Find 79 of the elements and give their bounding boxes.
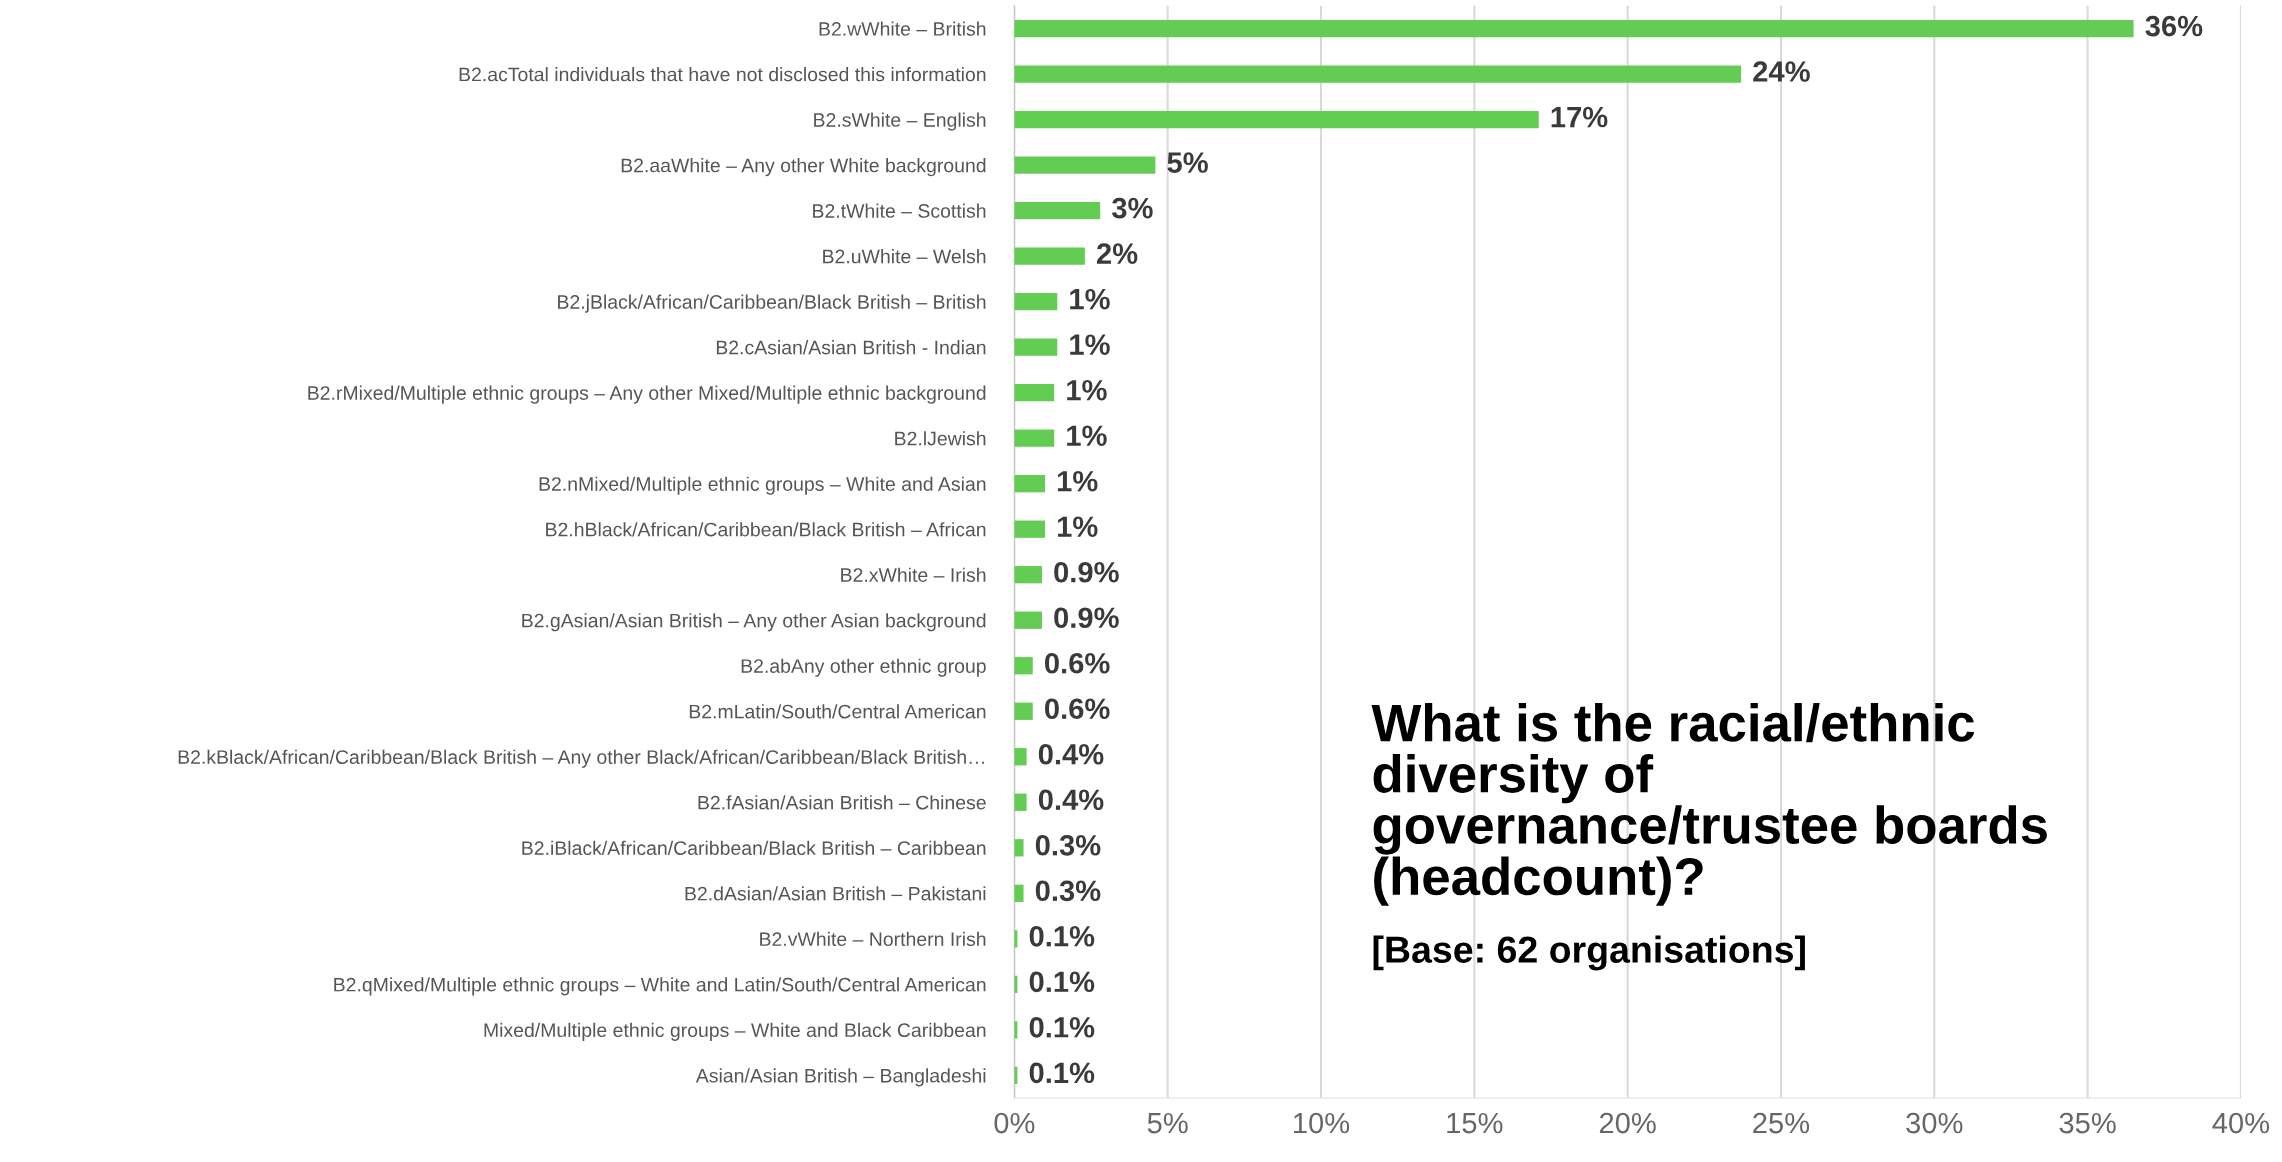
data-label: 2% bbox=[1097, 243, 1138, 264]
data-label: 0.3% bbox=[1035, 880, 1101, 902]
y-tick-label: Asian/Asian British – Bangladeshi bbox=[695, 1068, 986, 1087]
data-label: 0.3% bbox=[1035, 834, 1101, 856]
y-tick-label: B2.hBlack/African/Caribbean/Black British – African bbox=[546, 522, 986, 537]
y-tick-label: B2.kBlack/African/Caribbean/Black British – Any other Black/African/Caribbean/Black British… bbox=[178, 749, 984, 768]
x-tick-label: 15% bbox=[1447, 1112, 1503, 1134]
data-label: 24% bbox=[1753, 61, 1810, 82]
data-label: 0.4% bbox=[1038, 789, 1104, 811]
data-label: 1% bbox=[1057, 470, 1098, 492]
y-tick-label: B2.dAsian/Asian British – Pakistani bbox=[685, 886, 986, 901]
data-label: 0.9% bbox=[1054, 607, 1119, 629]
bar bbox=[1014, 201, 1101, 220]
y-tick-label: B2.fAsian/Asian British – Chinese bbox=[698, 795, 986, 810]
data-label: 1% bbox=[1067, 379, 1107, 401]
x-tick-label: 35% bbox=[2059, 1112, 2116, 1134]
text: [Base: 62 organisations] bbox=[1373, 935, 1805, 971]
data-label: 3% bbox=[1111, 197, 1153, 219]
bar bbox=[1014, 247, 1085, 265]
data-label: 17% bbox=[1551, 106, 1608, 128]
y-tick-label: B2.aaWhite – Any other White background bbox=[621, 158, 986, 177]
bar bbox=[1014, 611, 1042, 629]
y-tick-label: B2.gAsian/Asian British – Any other Asian background bbox=[522, 613, 986, 632]
bar bbox=[1014, 156, 1156, 174]
bar bbox=[1014, 19, 2134, 38]
data-label: 1% bbox=[1070, 334, 1110, 355]
y-tick-label: B2.rMixed/Multiple ethnic groups – Any other Mixed/Multiple ethnic background bbox=[308, 385, 986, 404]
y-tick-label: B2.xWhite – Irish bbox=[841, 567, 986, 582]
y-tick-label: B2.wWhite – British bbox=[819, 21, 986, 36]
y-tick-label: B2.acTotal individuals that have not disclosed this information bbox=[459, 67, 986, 82]
bar bbox=[1014, 520, 1046, 538]
y-tick-label: B2.iBlack/African/Caribbean/Black British – Caribbean bbox=[522, 840, 986, 856]
data-label: 0.9% bbox=[1054, 561, 1119, 583]
data-label: 0.1% bbox=[1029, 925, 1095, 947]
bar bbox=[1014, 884, 1024, 902]
y-tick-label: B2.qMixed/Multiple ethnic groups – White and Latin/South/Central American bbox=[334, 977, 986, 996]
data-label: 0.4% bbox=[1038, 743, 1104, 765]
data-label: 0.1% bbox=[1029, 1017, 1095, 1038]
bar bbox=[1014, 793, 1027, 811]
y-tick-label: B2.vWhite – Northern Irish bbox=[760, 931, 986, 947]
bar bbox=[1014, 566, 1042, 584]
bar bbox=[1014, 429, 1055, 447]
x-tick-label: 20% bbox=[1599, 1112, 1656, 1134]
y-tick-label: B2.abAny other ethnic group bbox=[741, 658, 986, 677]
data-label: 36% bbox=[2145, 15, 2203, 37]
bar bbox=[1014, 110, 1539, 129]
data-label: 1% bbox=[1067, 425, 1107, 446]
bar bbox=[1014, 839, 1024, 857]
data-label: 0.1% bbox=[1029, 1062, 1095, 1084]
y-tick-label: B2.uWhite – Welsh bbox=[823, 249, 986, 264]
x-tick-label: 10% bbox=[1294, 1112, 1350, 1134]
data-label: 0.1% bbox=[1029, 971, 1095, 993]
bar bbox=[1014, 475, 1046, 493]
data-label: 1% bbox=[1070, 288, 1110, 310]
text: What is the racial/ethnic diversity of governance/trustee boards (headcount)? bbox=[1371, 703, 2047, 906]
x-tick-label: 0% bbox=[994, 1112, 1035, 1134]
data-label: 0.6% bbox=[1045, 652, 1110, 674]
x-tick-label: 40% bbox=[2212, 1112, 2270, 1134]
y-tick-label: B2.tWhite – Scottish bbox=[813, 203, 986, 218]
data-label: 1% bbox=[1057, 516, 1098, 537]
bar bbox=[1014, 292, 1058, 311]
bar bbox=[1014, 657, 1033, 675]
bar bbox=[1014, 702, 1033, 720]
y-tick-label: B2.lJewish bbox=[895, 431, 986, 446]
y-tick-label: B2.sWhite – English bbox=[814, 112, 986, 131]
y-tick-label: B2.cAsian/Asian British - Indian bbox=[716, 340, 986, 355]
bar bbox=[1014, 65, 1742, 83]
bar bbox=[1014, 748, 1027, 766]
bar bbox=[1014, 384, 1055, 402]
y-tick-label: B2.mLatin/South/Central American bbox=[689, 704, 986, 719]
x-tick-label: 30% bbox=[1906, 1112, 1963, 1134]
x-tick-label: 25% bbox=[1753, 1112, 1810, 1134]
y-tick-label: B2.nMixed/Multiple ethnic groups – White and Asian bbox=[539, 476, 986, 495]
data-label: 5% bbox=[1167, 152, 1208, 173]
x-tick-label: 5% bbox=[1147, 1112, 1188, 1134]
data-label: 0.6% bbox=[1045, 698, 1110, 720]
y-tick-label: B2.jBlack/African/Caribbean/Black British – British bbox=[558, 294, 986, 313]
y-tick-label: Mixed/Multiple ethnic groups – White and Black Caribbean bbox=[484, 1022, 986, 1041]
bar bbox=[1014, 338, 1058, 356]
